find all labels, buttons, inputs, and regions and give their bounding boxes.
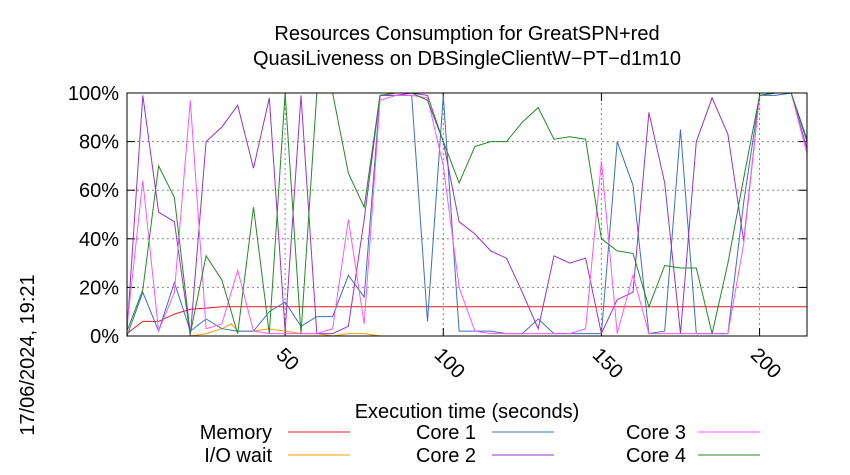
x-tick-label: 50 xyxy=(272,344,303,375)
series-lines xyxy=(126,92,808,337)
y-tick-label: 80% xyxy=(79,132,119,154)
legend-label-i-o-wait: I/O wait xyxy=(204,445,272,467)
x-tick-label: 150 xyxy=(588,344,627,383)
plot-frame xyxy=(126,92,808,337)
x-axis-ticks: 50 100 150 200 xyxy=(272,93,785,383)
chart-title-line2: QuasiLiveness on DBSingleClientW−PT−d1m1… xyxy=(253,48,681,70)
series-line-core-2 xyxy=(126,92,808,337)
legend-label-memory: Memory xyxy=(200,422,272,444)
series-line-core-1 xyxy=(126,92,808,337)
series-line-core-3 xyxy=(126,92,808,335)
x-axis-label: Execution time (seconds) xyxy=(355,401,580,423)
series-line-memory xyxy=(126,306,807,334)
series-line-core-4 xyxy=(126,92,808,334)
legend-label-core-3: Core 3 xyxy=(626,422,686,444)
timestamp-label: 17/06/2024, 19:21 xyxy=(17,274,39,435)
y-tick-label: 40% xyxy=(79,229,119,251)
legend-label-core-1: Core 1 xyxy=(416,422,476,444)
y-tick-label: 20% xyxy=(79,277,119,299)
y-tick-label: 100% xyxy=(68,83,119,105)
x-tick-label: 100 xyxy=(430,344,469,383)
grid-lines xyxy=(127,93,807,336)
x-tick-label: 200 xyxy=(746,344,785,383)
y-tick-label: 60% xyxy=(79,180,119,202)
legend-label-core-4: Core 4 xyxy=(626,445,686,467)
chart-title-line1: Resources Consumption for GreatSPN+red xyxy=(274,23,659,45)
y-tick-label: 0% xyxy=(90,326,119,348)
legend-label-core-2: Core 2 xyxy=(416,445,476,467)
y-axis-ticks: 0% 20% 40% 60% 80% 100% xyxy=(68,83,807,348)
